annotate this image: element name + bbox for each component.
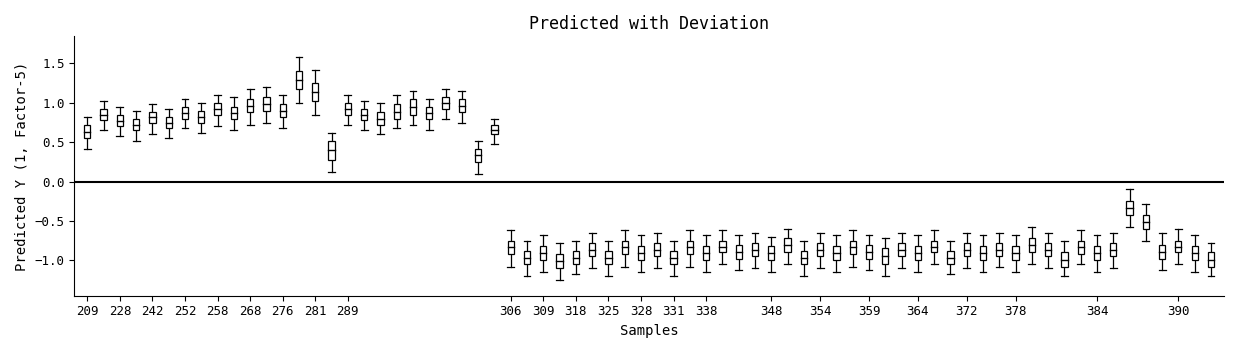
Bar <box>344 103 351 115</box>
Bar <box>898 243 904 256</box>
Bar <box>328 140 335 160</box>
Bar <box>1158 245 1165 259</box>
X-axis label: Samples: Samples <box>620 324 679 338</box>
Bar <box>1110 243 1116 256</box>
Bar <box>84 125 90 138</box>
Bar <box>1044 243 1051 256</box>
Bar <box>508 241 514 254</box>
Bar <box>458 99 465 112</box>
Bar <box>670 251 676 264</box>
Bar <box>1062 252 1068 267</box>
Bar <box>116 115 123 126</box>
Bar <box>410 99 416 115</box>
Bar <box>524 251 530 264</box>
Bar <box>1192 246 1198 260</box>
Bar <box>948 251 954 264</box>
Bar <box>850 241 856 254</box>
Bar <box>768 246 774 260</box>
Bar <box>784 238 790 252</box>
Bar <box>475 149 481 162</box>
Bar <box>1142 215 1149 229</box>
Bar <box>964 243 970 256</box>
Bar <box>654 243 660 256</box>
Bar <box>1028 238 1035 252</box>
Bar <box>182 107 188 119</box>
Bar <box>1126 201 1132 215</box>
Bar <box>133 119 139 130</box>
Bar <box>1078 241 1084 254</box>
Bar <box>361 109 367 120</box>
Bar <box>492 125 498 134</box>
Bar <box>150 112 156 122</box>
Bar <box>1012 246 1018 260</box>
Bar <box>589 243 595 256</box>
Bar <box>556 254 563 268</box>
Bar <box>817 243 823 256</box>
Bar <box>166 117 172 128</box>
Bar <box>930 241 937 252</box>
Bar <box>394 104 400 119</box>
Bar <box>686 241 693 254</box>
Bar <box>703 246 709 260</box>
Bar <box>606 251 612 264</box>
Bar <box>247 99 253 112</box>
Bar <box>230 107 237 119</box>
Bar <box>572 251 579 264</box>
Bar <box>312 83 318 101</box>
Bar <box>198 111 204 122</box>
Bar <box>866 245 872 259</box>
Bar <box>1176 241 1182 252</box>
Title: Predicted with Deviation: Predicted with Deviation <box>529 15 769 33</box>
Bar <box>540 246 546 260</box>
Bar <box>720 241 726 252</box>
Bar <box>752 243 758 256</box>
Bar <box>622 241 628 254</box>
Bar <box>296 71 302 89</box>
Bar <box>996 243 1002 256</box>
Bar <box>834 246 840 260</box>
Bar <box>280 104 286 117</box>
Bar <box>100 109 107 120</box>
Bar <box>914 246 921 260</box>
Y-axis label: Predicted Y (1, Factor-5): Predicted Y (1, Factor-5) <box>15 61 28 270</box>
Bar <box>638 246 644 260</box>
Bar <box>426 107 432 119</box>
Bar <box>800 251 807 264</box>
Bar <box>1094 246 1100 260</box>
Bar <box>214 103 221 115</box>
Bar <box>882 249 888 264</box>
Bar <box>736 245 742 259</box>
Bar <box>442 97 449 109</box>
Bar <box>378 112 384 125</box>
Bar <box>1208 252 1214 267</box>
Bar <box>264 97 270 111</box>
Bar <box>980 246 986 260</box>
